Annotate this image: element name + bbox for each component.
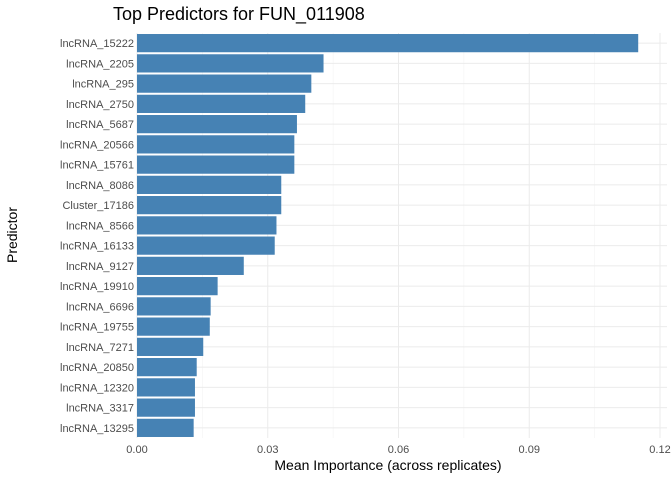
y-tick-label: lncRNA_9127 — [66, 261, 134, 273]
bar-lncRNA_8566 — [137, 216, 277, 235]
bar-lncRNA_19910 — [137, 277, 218, 296]
bar-lncRNA_12320 — [137, 378, 195, 397]
grid — [136, 33, 667, 438]
y-tick-label: lncRNA_15761 — [60, 160, 134, 172]
y-tick-label: lncRNA_20566 — [60, 139, 134, 151]
y-tick-labels: lncRNA_15222 lncRNA_2205 lncRNA_295 lncRNA_… — [60, 38, 134, 435]
bar-lncRNA_13295 — [137, 418, 194, 437]
y-tick-label: lncRNA_2750 — [66, 99, 134, 111]
bar-lncRNA_19755 — [137, 317, 210, 336]
bar-lncRNA_2205 — [137, 54, 324, 73]
y-tick-label: lncRNA_19910 — [60, 281, 134, 293]
y-tick-label: lncRNA_16133 — [60, 241, 134, 253]
y-tick-label: lncRNA_3317 — [66, 403, 134, 415]
bar-lncRNA_15761 — [137, 155, 295, 174]
bar-lncRNA_20566 — [137, 135, 295, 154]
y-axis-title: Predictor — [4, 207, 20, 263]
bar-lncRNA_16133 — [137, 236, 275, 255]
y-tick-label: lncRNA_6696 — [66, 301, 134, 313]
bar-lncRNA_3317 — [137, 398, 195, 417]
bar-lncRNA_15222 — [137, 34, 639, 53]
bar-lncRNA_9127 — [137, 256, 244, 275]
y-tick-label: lncRNA_8566 — [66, 220, 134, 232]
bar-Cluster_17186 — [137, 196, 282, 215]
x-axis-title: Mean Importance (across replicates) — [274, 457, 501, 473]
chart-title: Top Predictors for FUN_011908 — [113, 4, 365, 25]
x-tick-labels: 0.00 0.03 0.06 0.09 0.12 — [126, 444, 670, 456]
y-tick-label: lncRNA_15222 — [60, 38, 134, 50]
bar-lncRNA_8086 — [137, 175, 282, 194]
x-tick-label: 0.03 — [257, 444, 278, 456]
bar-lncRNA_20850 — [137, 358, 197, 377]
x-tick-label: 0.06 — [388, 444, 409, 456]
bar-lncRNA_6696 — [137, 297, 211, 316]
bar-lncRNA_7271 — [137, 337, 204, 356]
bar-lncRNA_295 — [137, 74, 312, 93]
y-tick-label: lncRNA_19755 — [60, 322, 134, 334]
y-tick-label: lncRNA_7271 — [66, 342, 134, 354]
y-tick-label: lncRNA_13295 — [60, 423, 134, 435]
bars — [137, 34, 639, 437]
y-tick-label: lncRNA_12320 — [60, 382, 134, 394]
y-tick-label: lncRNA_5687 — [66, 119, 134, 131]
bar-lncRNA_2750 — [137, 94, 306, 113]
x-tick-label: 0.00 — [126, 444, 147, 456]
x-tick-label: 0.09 — [519, 444, 540, 456]
y-tick-label: lncRNA_295 — [72, 79, 134, 91]
x-tick-label: 0.12 — [649, 444, 670, 456]
y-tick-label: Cluster_17186 — [62, 200, 134, 212]
y-tick-label: lncRNA_2205 — [66, 58, 134, 70]
y-tick-label: lncRNA_8086 — [66, 180, 134, 192]
y-tick-label: lncRNA_20850 — [60, 362, 134, 374]
bar-lncRNA_5687 — [137, 115, 297, 134]
